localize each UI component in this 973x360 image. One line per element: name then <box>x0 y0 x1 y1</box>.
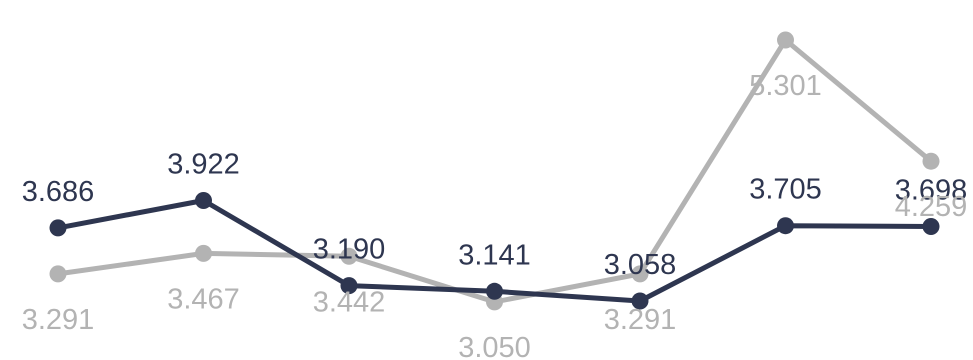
series-1-point-2 <box>340 247 358 265</box>
series-0-point-6 <box>922 218 940 235</box>
series-0 <box>49 192 940 310</box>
series-1-data-label-4: 3.291 <box>604 304 677 336</box>
series-1-point-4 <box>631 265 649 283</box>
series-0-point-4 <box>631 292 649 310</box>
series-0-point-2 <box>340 277 358 295</box>
series-layer <box>49 31 940 311</box>
series-1-point-6 <box>922 152 940 170</box>
series-0-data-label-4: 3.058 <box>604 249 677 281</box>
series-0-point-0 <box>49 219 67 237</box>
series-0-point-5 <box>777 217 794 235</box>
series-1-point-1 <box>195 244 212 262</box>
series-0-point-1 <box>195 192 212 209</box>
series-1-point-0 <box>49 265 67 283</box>
series-1-data-label-6: 4.259 <box>895 191 968 223</box>
series-1-data-label-1: 3.467 <box>167 283 240 315</box>
series-1-point-5 <box>777 31 794 49</box>
series-0-data-label-3: 3.141 <box>458 239 531 271</box>
series-0-data-label-5: 3.705 <box>749 174 822 206</box>
series-0-data-label-6: 3.698 <box>895 175 968 207</box>
series-0-data-label-0: 3.686 <box>22 176 95 208</box>
series-1-data-label-0: 3.291 <box>22 304 95 336</box>
series-1 <box>49 31 940 311</box>
series-1-data-label-5: 5.301 <box>749 70 822 102</box>
data-label-layer: 3.686 3.922 3.190 3.141 3.058 3.705 3.698 3.291… <box>22 70 968 360</box>
series-0-point-3 <box>486 282 503 300</box>
series-0-data-label-2: 3.190 <box>313 234 386 266</box>
series-1-data-label-3: 3.050 <box>458 332 531 360</box>
series-0-data-label-1: 3.922 <box>167 149 240 181</box>
series-1-data-label-2: 3.442 <box>313 286 386 318</box>
